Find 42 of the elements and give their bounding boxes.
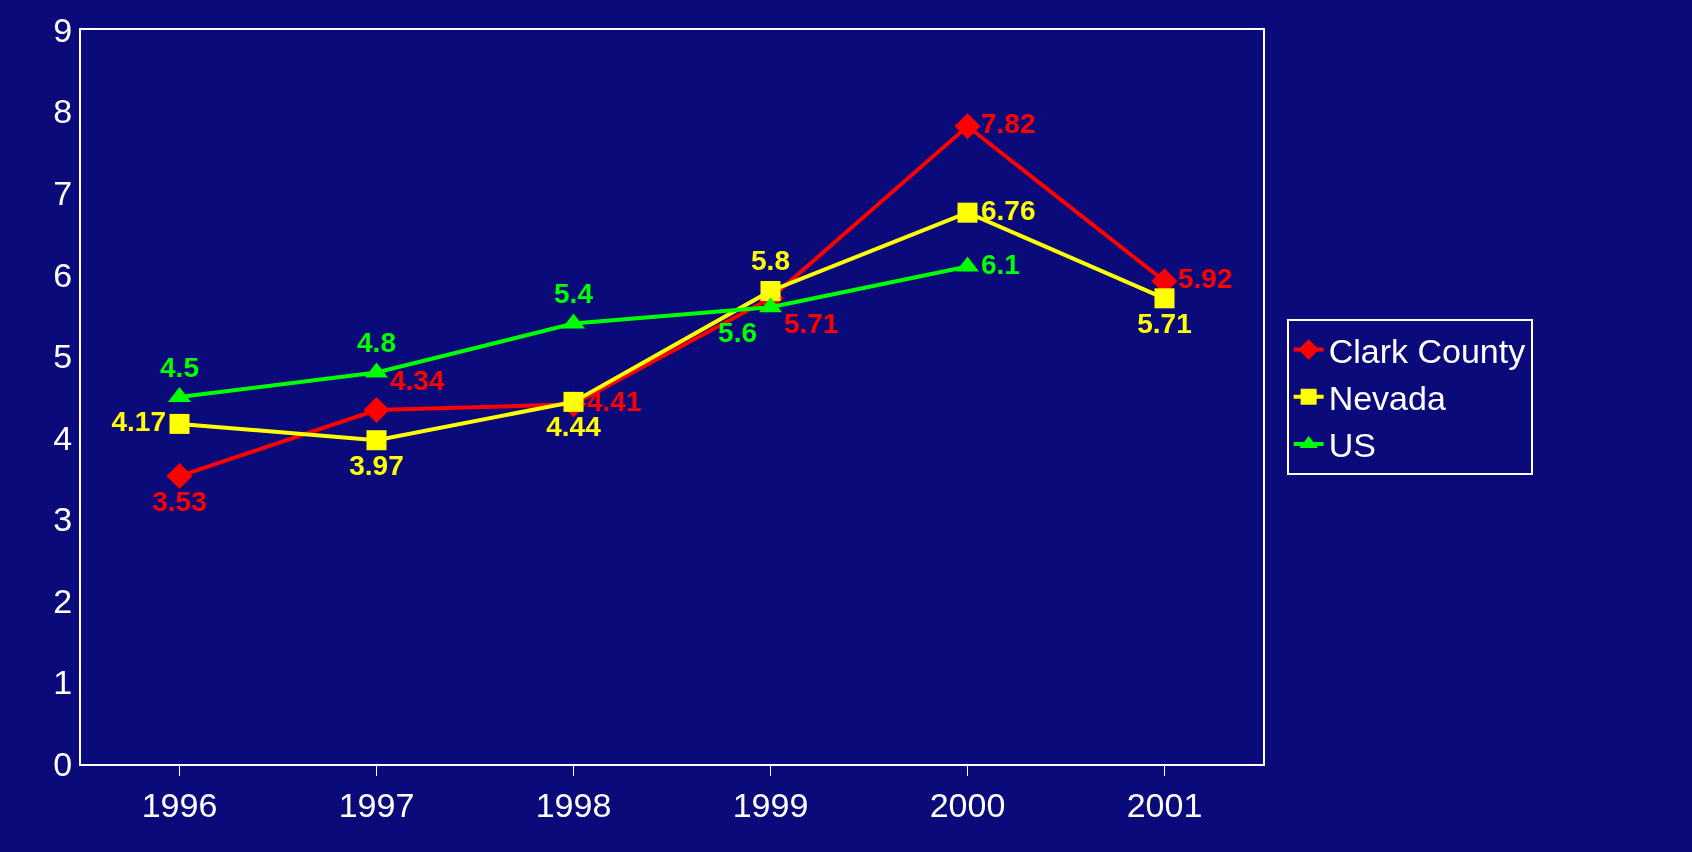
y-tick-label: 8 [53,92,73,131]
point [363,397,390,424]
data-label: 5.71 [1137,307,1192,339]
point [166,463,193,490]
y-tick-label: 1 [53,663,73,702]
x-tick-label: 1999 [732,785,809,824]
x-tick-label: 2001 [1126,785,1203,824]
data-label: 3.53 [152,485,207,517]
data-label: 5.4 [554,278,594,310]
data-label: 4.34 [390,364,445,396]
data-label: 3.97 [349,449,404,481]
data-label: 5.8 [751,245,790,277]
point [954,113,981,140]
y-tick-label: 2 [53,581,73,620]
y-tick-label: 9 [53,10,73,49]
y-tick-label: 0 [53,744,73,783]
data-label: 6.1 [981,248,1020,280]
legend-label: US [1328,426,1376,465]
x-tick-label: 1998 [535,785,612,824]
point [957,202,978,223]
point [1154,288,1175,309]
y-tick-label: 7 [53,174,73,213]
y-tick-label: 3 [53,500,73,539]
x-tick-label: 1996 [141,785,218,824]
data-label: 5.71 [784,307,839,339]
y-tick-label: 5 [53,337,73,376]
x-tick-label: 1997 [338,785,415,824]
legend-label: Clark County [1328,331,1526,370]
y-tick-label: 4 [53,418,73,457]
data-label: 6.76 [981,194,1036,226]
data-label: 4.17 [111,405,166,437]
y-tick-label: 6 [53,255,73,294]
data-label: 5.92 [1178,263,1233,295]
point [366,430,387,451]
point [760,280,781,301]
data-label: 7.82 [981,108,1036,140]
data-label: 4.8 [357,327,396,359]
data-label: 5.6 [718,316,757,348]
point [169,413,190,434]
legend-label: Nevada [1328,379,1446,418]
x-tick-label: 2000 [929,785,1006,824]
data-label: 4.5 [160,351,199,383]
